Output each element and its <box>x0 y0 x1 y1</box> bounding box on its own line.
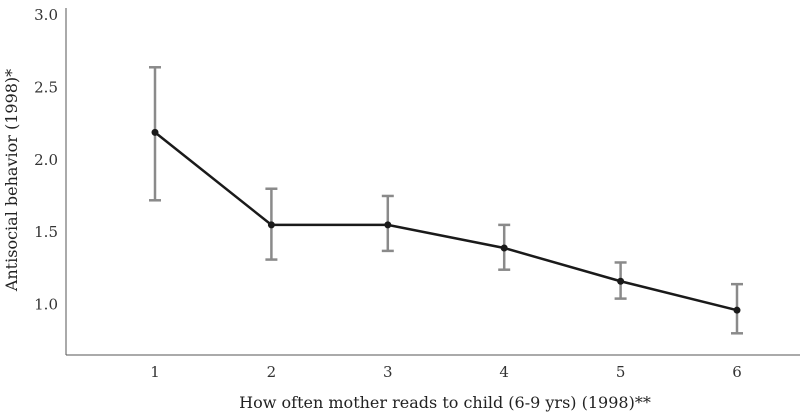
x-tick-label: 4 <box>499 363 509 381</box>
y-ticks: 1.0 1.5 2.0 2.5 3.0 <box>34 6 58 313</box>
y-axis-title: Antisocial behavior (1998)* <box>2 69 21 292</box>
data-point <box>733 306 741 314</box>
error-bars <box>149 66 743 335</box>
y-tick-label: 1.5 <box>34 223 58 241</box>
x-tick-label: 3 <box>383 363 393 381</box>
data-point <box>384 221 392 229</box>
x-tick-label: 6 <box>732 363 742 381</box>
y-tick-label: 2.0 <box>34 151 58 169</box>
x-tick-label: 1 <box>150 363 160 381</box>
data-point <box>617 277 625 285</box>
x-tick-label: 2 <box>267 363 277 381</box>
x-tick-label: 5 <box>616 363 626 381</box>
axes <box>65 8 800 356</box>
y-tick-label: 1.0 <box>34 295 58 313</box>
y-tick-label: 3.0 <box>34 6 58 24</box>
data-point <box>267 221 275 229</box>
series-line <box>154 131 738 312</box>
data-point <box>500 244 508 252</box>
data-point <box>151 128 159 136</box>
x-ticks: 1 2 3 4 5 6 <box>150 363 742 381</box>
y-tick-label: 2.5 <box>34 79 58 97</box>
x-axis-title: How often mother reads to child (6-9 yrs… <box>239 393 651 412</box>
data-points <box>151 128 741 314</box>
